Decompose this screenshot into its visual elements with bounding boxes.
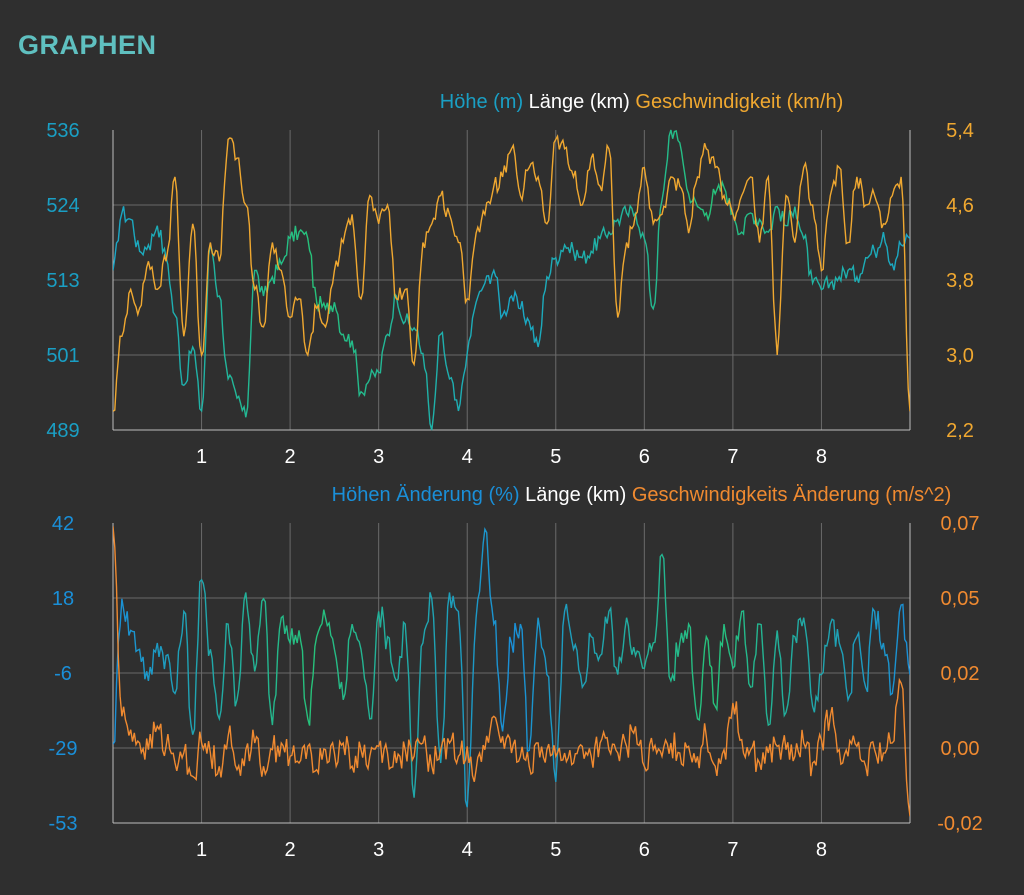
- chart-1: Höhe (m) Länge (km) Geschwindigkeit (km/…: [46, 91, 974, 468]
- x-tick-label: 3: [373, 839, 384, 861]
- x-tick-label: 2: [285, 446, 296, 468]
- legend-item: Höhen Änderung (%): [332, 484, 520, 506]
- y-right-tick-label: 3,0: [946, 345, 974, 367]
- y-left-tick-label: 536: [46, 120, 79, 142]
- y-left-tick-label: -29: [49, 738, 78, 760]
- legend-item: Höhe (m): [440, 91, 523, 113]
- x-tick-label: 4: [462, 839, 473, 861]
- x-tick-label: 3: [373, 446, 384, 468]
- y-right-tick-label: 2,2: [946, 420, 974, 442]
- x-tick-label: 7: [727, 839, 738, 861]
- y-right-tick-label: 0,02: [941, 663, 980, 685]
- y-left-tick-label: 513: [46, 270, 79, 292]
- y-left-tick-label: 501: [46, 345, 79, 367]
- y-left-tick-label: -53: [49, 813, 78, 835]
- y-right-tick-label: 5,4: [946, 120, 974, 142]
- legend-item: Geschwindigkeit (km/h): [630, 91, 843, 113]
- x-tick-label: 8: [816, 446, 827, 468]
- x-tick-label: 5: [550, 839, 561, 861]
- y-right-tick-label: 4,6: [946, 195, 974, 217]
- y-left-tick-label: 524: [46, 195, 79, 217]
- x-tick-label: 7: [727, 446, 738, 468]
- x-tick-label: 1: [196, 446, 207, 468]
- y-right-tick-label: 0,00: [941, 738, 980, 760]
- x-tick-label: 2: [285, 839, 296, 861]
- series-line: [113, 129, 910, 431]
- legend-item: Geschwindigkeits Änderung (m/s^2): [626, 484, 951, 506]
- chart-2: Höhen Änderung (%) Länge (km) Geschwindi…: [49, 484, 983, 861]
- y-left-tick-label: -6: [54, 663, 72, 685]
- x-tick-label: 5: [550, 446, 561, 468]
- y-left-tick-label: 42: [52, 513, 74, 535]
- y-left-tick-label: 489: [46, 420, 79, 442]
- series-line: [113, 526, 910, 817]
- y-left-tick-label: 18: [52, 588, 74, 610]
- x-tick-label: 8: [816, 839, 827, 861]
- x-tick-label: 6: [639, 839, 650, 861]
- x-tick-label: 6: [639, 446, 650, 468]
- series-line: [113, 527, 910, 808]
- legend-item: Länge (km): [520, 484, 627, 506]
- x-tick-label: 4: [462, 446, 473, 468]
- x-tick-label: 1: [196, 839, 207, 861]
- page-title: GRAPHEN: [18, 30, 157, 60]
- legend-item: Länge (km): [523, 91, 630, 113]
- legend: Höhen Änderung (%) Länge (km) Geschwindi…: [332, 484, 952, 506]
- y-right-tick-label: 0,05: [941, 588, 980, 610]
- y-right-tick-label: 3,8: [946, 270, 974, 292]
- legend: Höhe (m) Länge (km) Geschwindigkeit (km/…: [440, 91, 843, 113]
- y-right-tick-label: -0,02: [937, 813, 983, 835]
- series-line: [113, 134, 910, 412]
- y-right-tick-label: 0,07: [941, 513, 980, 535]
